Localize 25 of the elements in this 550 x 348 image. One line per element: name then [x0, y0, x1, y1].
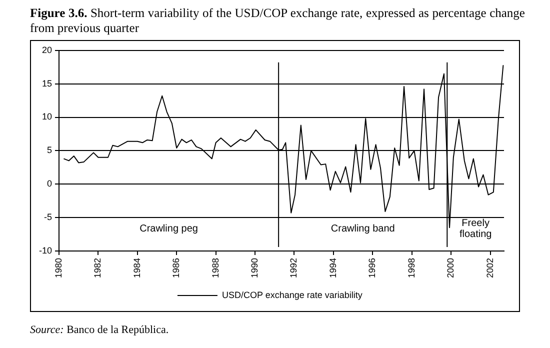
y-tick-label: -10: [38, 245, 52, 256]
x-tick-label: 2000: [446, 258, 456, 278]
chart-title: Figure 3.6. Short-term variability of the USD/COP exchange rate, expressed as percentage change from previous quarter: [30, 6, 525, 36]
y-tick-label: 20: [42, 44, 52, 55]
x-tick-label: 1980: [53, 258, 64, 278]
x-tick-label: 1994: [328, 258, 338, 278]
x-tick-label: 1990: [250, 258, 260, 278]
y-tick-label: -5: [44, 212, 52, 222]
x-tick-label: 1988: [210, 258, 220, 278]
annotation: Freely floating: [459, 218, 492, 240]
x-tick-label: 1986: [171, 258, 182, 278]
x-tick-label: 2002: [484, 258, 495, 278]
x-tick-label: 1998: [406, 258, 416, 278]
y-tick-label: 5: [46, 145, 52, 156]
source-note: Source: Banco de la República.: [30, 324, 169, 336]
x-tick-label: 1982: [92, 258, 103, 278]
y-tick-label: 10: [42, 112, 52, 122]
x-tick-label: 1992: [288, 258, 299, 278]
legend-label: USD/COP exchange rate variability: [222, 290, 363, 300]
x-tick-label: 1996: [367, 258, 378, 278]
annotation: Crawling band: [330, 224, 395, 235]
annotation: Crawling peg: [140, 224, 198, 235]
y-tick-label: 15: [42, 78, 52, 88]
y-tick-label: 0: [46, 178, 52, 189]
x-tick-label: 1984: [132, 258, 142, 278]
